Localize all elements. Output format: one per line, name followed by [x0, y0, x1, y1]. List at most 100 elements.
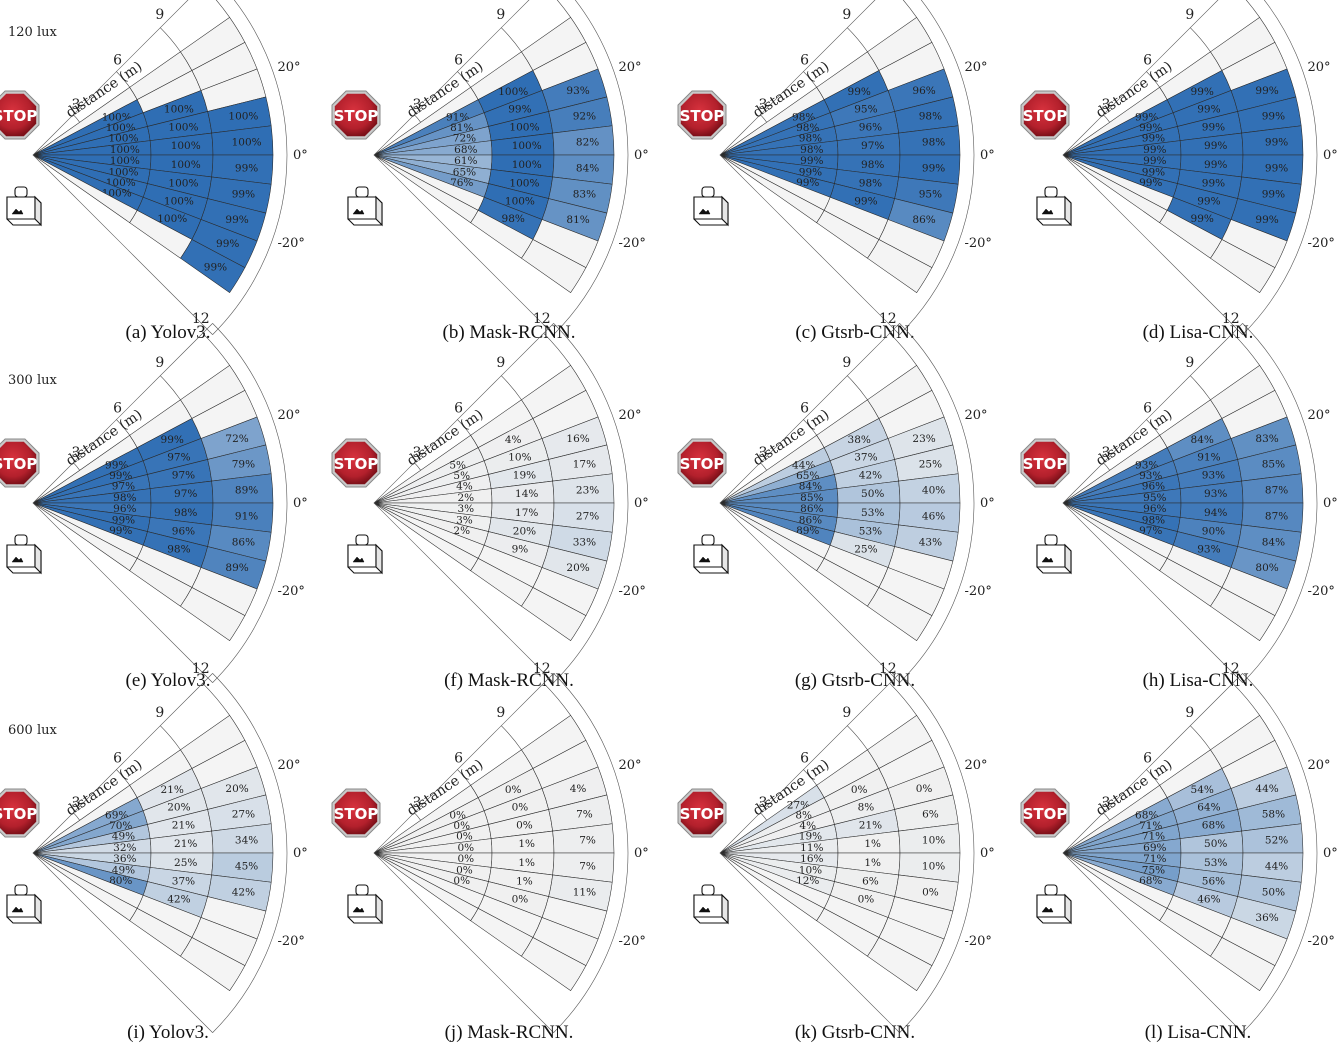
panel-caption: (i) Yolov3.: [127, 1022, 209, 1043]
value-label: 16%: [800, 853, 823, 865]
distance-tick-arc: [889, 683, 917, 716]
value-label: 84%: [1262, 536, 1285, 548]
distance-tick-arc: [1232, 333, 1260, 366]
angle-tick-label: 0°: [293, 148, 308, 163]
heat-cell: [180, 587, 246, 642]
frame-edge: [1062, 323, 1243, 504]
value-label: 14%: [515, 488, 538, 500]
stop-sign-icon: STOP: [0, 90, 40, 140]
distance-tick-arc: [202, 333, 230, 366]
value-label: 68%: [1202, 820, 1225, 832]
panel-3: 98%98%98%98%99%99%99%99%95%96%97%98%98%9…: [677, 0, 995, 343]
distance-tick-label: 3: [72, 445, 81, 461]
value-label: 0%: [512, 894, 529, 906]
frame-edge: [719, 0, 876, 156]
value-label: 52%: [1265, 834, 1288, 846]
frame-edge: [373, 673, 554, 854]
value-label: 99%: [854, 196, 877, 208]
distance-tick-arc: [847, 375, 868, 400]
heat-cell: [521, 239, 587, 294]
angle-tick-label: -20°: [618, 584, 645, 599]
value-label: 23%: [576, 484, 599, 496]
value-label: 75%: [1142, 864, 1165, 876]
value-label: 6%: [862, 875, 879, 887]
value-label: 97%: [112, 481, 135, 493]
value-label: 1%: [518, 857, 535, 869]
value-label: 96%: [172, 525, 195, 537]
panel-caption: (b) Mask-RCNN.: [443, 322, 576, 343]
distance-tick-arc: [160, 375, 181, 400]
distance-tick-arc: [414, 462, 421, 471]
value-label: 99%: [204, 261, 227, 273]
value-label: 11%: [573, 886, 596, 898]
value-label: 56%: [1202, 875, 1225, 887]
panel-6: 5%5%4%2%3%3%2%4%10%19%14%17%20%9%16%17%2…: [331, 311, 649, 691]
distance-tick-arc: [1245, 0, 1260, 18]
camera-icon: [6, 534, 42, 575]
value-label: 44%: [1255, 783, 1278, 795]
angle-tick-label: -20°: [1307, 236, 1334, 251]
value-label: 100%: [157, 213, 187, 225]
distance-tick-label: 6: [1143, 52, 1152, 68]
distance-tick-label: 9: [155, 7, 164, 23]
panel-4: 99%99%99%99%99%99%99%99%99%99%99%99%99%9…: [1020, 0, 1338, 343]
distance-tick-label: 12: [1222, 661, 1240, 677]
angle-tick-label: 20°: [618, 408, 641, 423]
value-label: 36%: [113, 853, 136, 865]
heat-cell: [1210, 937, 1276, 992]
distance-tick-label: 3: [1102, 795, 1111, 811]
svg-text:STOP: STOP: [0, 455, 37, 473]
value-label: 96%: [859, 122, 882, 134]
value-label: 93%: [566, 85, 589, 97]
value-label: 0%: [858, 894, 875, 906]
value-label: 99%: [1139, 122, 1162, 134]
value-label: 100%: [110, 144, 140, 156]
distance-tick-arc: [414, 114, 421, 123]
svg-text:STOP: STOP: [680, 455, 725, 473]
value-label: 0%: [456, 831, 473, 843]
value-label: 93%: [1204, 488, 1227, 500]
distance-tick-arc: [1190, 375, 1211, 400]
distance-tick-label: 3: [759, 445, 768, 461]
distance-tick-label: 9: [1185, 7, 1194, 23]
value-label: 91%: [1197, 451, 1220, 463]
value-label: 70%: [109, 820, 132, 832]
value-label: 93%: [1139, 470, 1162, 482]
value-label: 5%: [453, 470, 470, 482]
angle-tick-label: 0°: [1323, 148, 1338, 163]
angle-tick-label: 20°: [1307, 60, 1330, 75]
stop-sign-icon: STOP: [331, 438, 381, 488]
value-label: 19%: [799, 831, 822, 843]
frame-edge: [1062, 0, 1219, 156]
stop-sign-icon: STOP: [677, 438, 727, 488]
svg-text:STOP: STOP: [1023, 455, 1068, 473]
distance-tick-label: 3: [759, 795, 768, 811]
panel-caption: (f) Mask-RCNN.: [444, 670, 574, 691]
value-label: 94%: [1204, 507, 1227, 519]
value-label: 99%: [1142, 166, 1165, 178]
value-label: 99%: [235, 163, 258, 175]
value-label: 69%: [1143, 842, 1166, 854]
frame-edge: [719, 673, 900, 854]
panel-caption: (l) Lisa-CNN.: [1145, 1022, 1252, 1043]
value-label: 86%: [799, 514, 822, 526]
distance-tick-arc: [457, 71, 471, 88]
angle-tick-label: 20°: [618, 60, 641, 75]
value-label: 1%: [864, 838, 881, 850]
frame-edge: [373, 154, 554, 335]
value-label: 4%: [456, 481, 473, 493]
value-label: 7%: [576, 809, 593, 821]
value-label: 72%: [225, 433, 248, 445]
value-label: 54%: [1191, 784, 1214, 796]
distance-tick-label: 6: [454, 52, 463, 68]
value-label: 99%: [508, 103, 531, 115]
value-label: 99%: [1204, 140, 1227, 152]
svg-text:STOP: STOP: [1023, 107, 1068, 125]
distance-tick-label: 12: [192, 311, 210, 327]
value-label: 98%: [922, 136, 945, 148]
value-label: 99%: [112, 514, 135, 526]
angle-tick-label: 20°: [277, 758, 300, 773]
distance-tick-arc: [1190, 27, 1211, 52]
outer-frame-arc: [899, 323, 975, 683]
